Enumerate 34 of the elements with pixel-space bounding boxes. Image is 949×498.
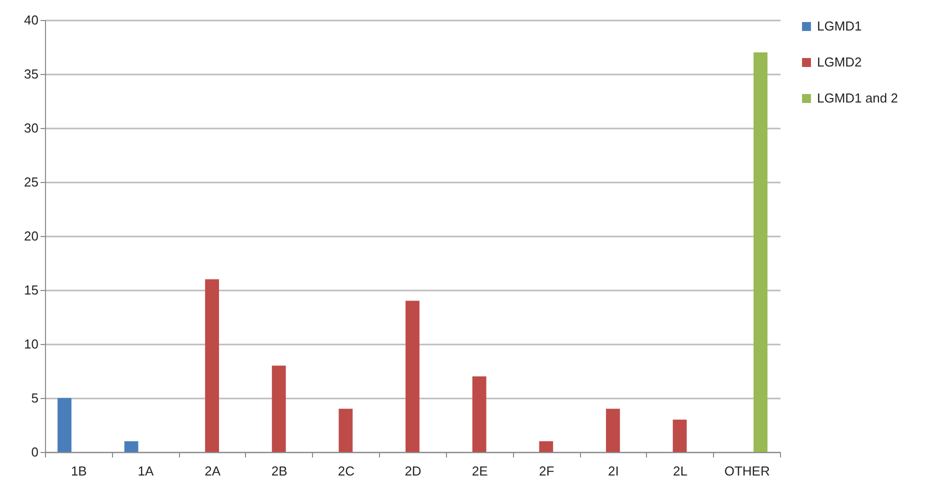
- y-tick-label: 25: [24, 174, 38, 190]
- x-tick-label: 2A: [204, 464, 221, 478]
- y-tick-label: 40: [24, 12, 38, 28]
- x-tick-label: 2L: [673, 464, 688, 478]
- x-tick-label: 2D: [404, 464, 422, 478]
- legend-label: LGMD1: [817, 18, 862, 34]
- bar: [338, 408, 353, 452]
- y-tick-label: 10: [24, 336, 38, 352]
- bar: [124, 441, 138, 452]
- bar: [205, 279, 220, 452]
- bar: [472, 376, 486, 452]
- bar: [606, 408, 620, 452]
- legend-label: LGMD2: [817, 54, 862, 70]
- x-tick-label: 1A: [138, 464, 154, 478]
- y-tick-label: 15: [24, 282, 38, 298]
- y-tick-label: 35: [24, 66, 38, 82]
- y-tick-label: 5: [31, 390, 38, 406]
- x-tick-label: 1B: [70, 464, 87, 478]
- y-tick-label: 0: [31, 444, 38, 460]
- x-tick-label: 2F: [539, 464, 554, 478]
- bar: [58, 398, 72, 452]
- x-tick-label: 2E: [472, 464, 488, 478]
- x-tick-label: OTHER: [724, 464, 770, 478]
- x-tick-label: 2I: [608, 464, 619, 478]
- x-tick-label: 2C: [338, 464, 354, 478]
- bar: [406, 300, 420, 452]
- y-tick-label: 30: [24, 120, 38, 136]
- x-tick-label: 2B: [271, 464, 288, 478]
- bar: [539, 441, 554, 452]
- y-tick-label: 20: [24, 228, 38, 244]
- bar: [272, 366, 286, 452]
- bar: [754, 52, 768, 452]
- legend-label: LGMD1 and 2: [817, 90, 898, 106]
- bar: [672, 420, 687, 452]
